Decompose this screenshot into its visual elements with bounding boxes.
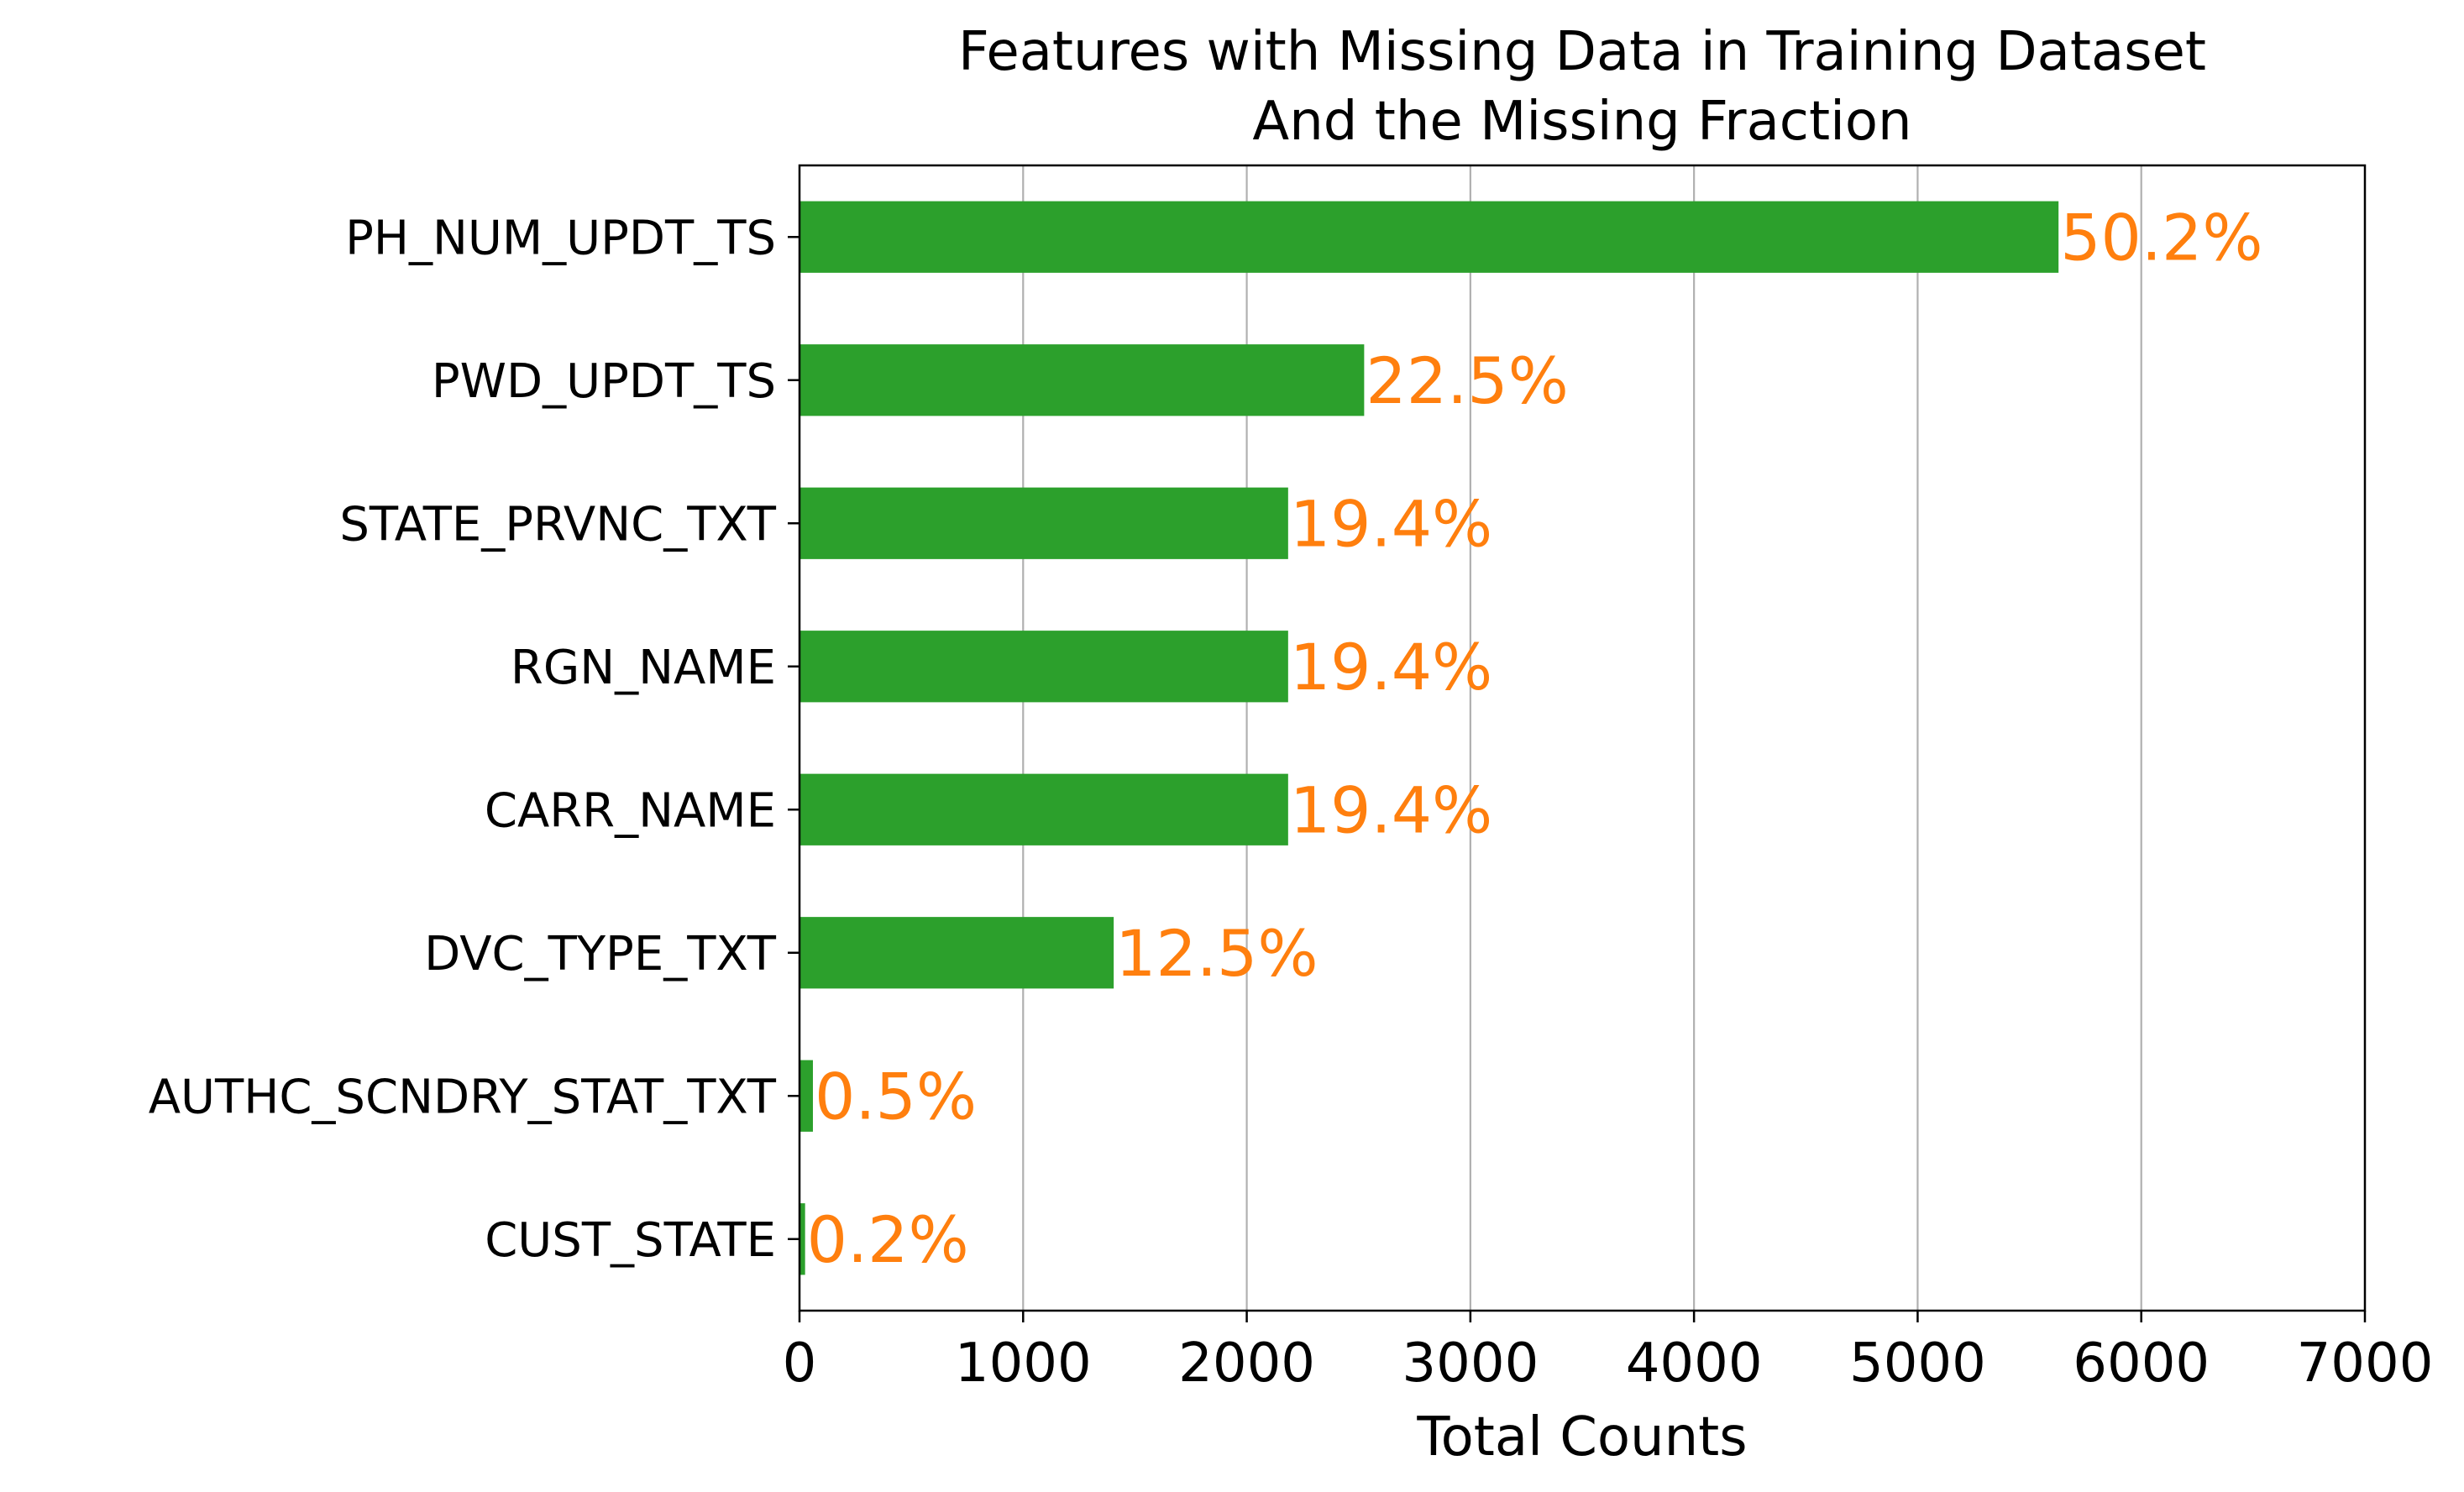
bar-value-label: 12.5% — [1115, 916, 1318, 991]
y-tick-label: PWD_UPDT_TS — [432, 354, 776, 409]
y-tick-label: CARR_NAME — [485, 783, 776, 838]
bar — [799, 1203, 805, 1275]
bar — [799, 1060, 813, 1132]
x-tick-label: 2000 — [1178, 1332, 1315, 1395]
bar-labels-group: 50.2% 22.5% 19.4% 19.4% 19.4% 12.5% 0.5% 0.2% — [807, 200, 2263, 1277]
bar-value-label: 19.4% — [1290, 772, 1492, 847]
x-tick-label: 7000 — [2297, 1332, 2434, 1395]
y-tick-label: RGN_NAME — [511, 641, 776, 695]
x-axis-ticks: 0 1000 2000 3000 4000 5000 6000 7000 — [783, 1311, 2434, 1395]
y-axis-ticks: PH_NUM_UPDT_TS PWD_UPDT_TS STATE_PRVNC_TXT… — [149, 211, 799, 1268]
bar-value-label: 19.4% — [1290, 486, 1492, 561]
bar — [799, 201, 2059, 273]
bars-group — [799, 201, 2059, 1275]
x-axis-label: Total Counts — [1416, 1406, 1747, 1468]
y-tick-label: CUST_STATE — [485, 1213, 776, 1268]
x-tick-label: 1000 — [955, 1332, 1092, 1395]
bar-value-label: 19.4% — [1290, 630, 1492, 704]
x-tick-label: 0 — [783, 1332, 817, 1395]
bar-value-label: 0.5% — [815, 1059, 977, 1133]
bar-value-label: 22.5% — [1366, 343, 1568, 418]
y-tick-label: DVC_TYPE_TXT — [424, 927, 777, 982]
bar-value-label: 50.2% — [2060, 200, 2262, 275]
chart-title-line-2: And the Missing Fraction — [1252, 91, 1911, 153]
y-tick-label: STATE_PRVNC_TXT — [339, 497, 776, 552]
x-tick-label: 5000 — [1849, 1332, 1986, 1395]
bar — [799, 773, 1288, 845]
bar — [799, 631, 1288, 703]
x-tick-label: 3000 — [1402, 1332, 1539, 1395]
bar — [799, 917, 1114, 989]
bar — [799, 344, 1365, 416]
bar — [799, 487, 1288, 559]
plot-frame — [798, 164, 2367, 1312]
y-tick-label: AUTHC_SCNDRY_STAT_TXT — [149, 1070, 777, 1124]
x-tick-label: 4000 — [1626, 1332, 1763, 1395]
x-tick-label: 6000 — [2073, 1332, 2210, 1395]
bar-value-label: 0.2% — [807, 1202, 969, 1277]
chart-title-line-1: Features with Missing Data in Training D… — [958, 21, 2206, 83]
y-tick-label: PH_NUM_UPDT_TS — [345, 211, 776, 265]
